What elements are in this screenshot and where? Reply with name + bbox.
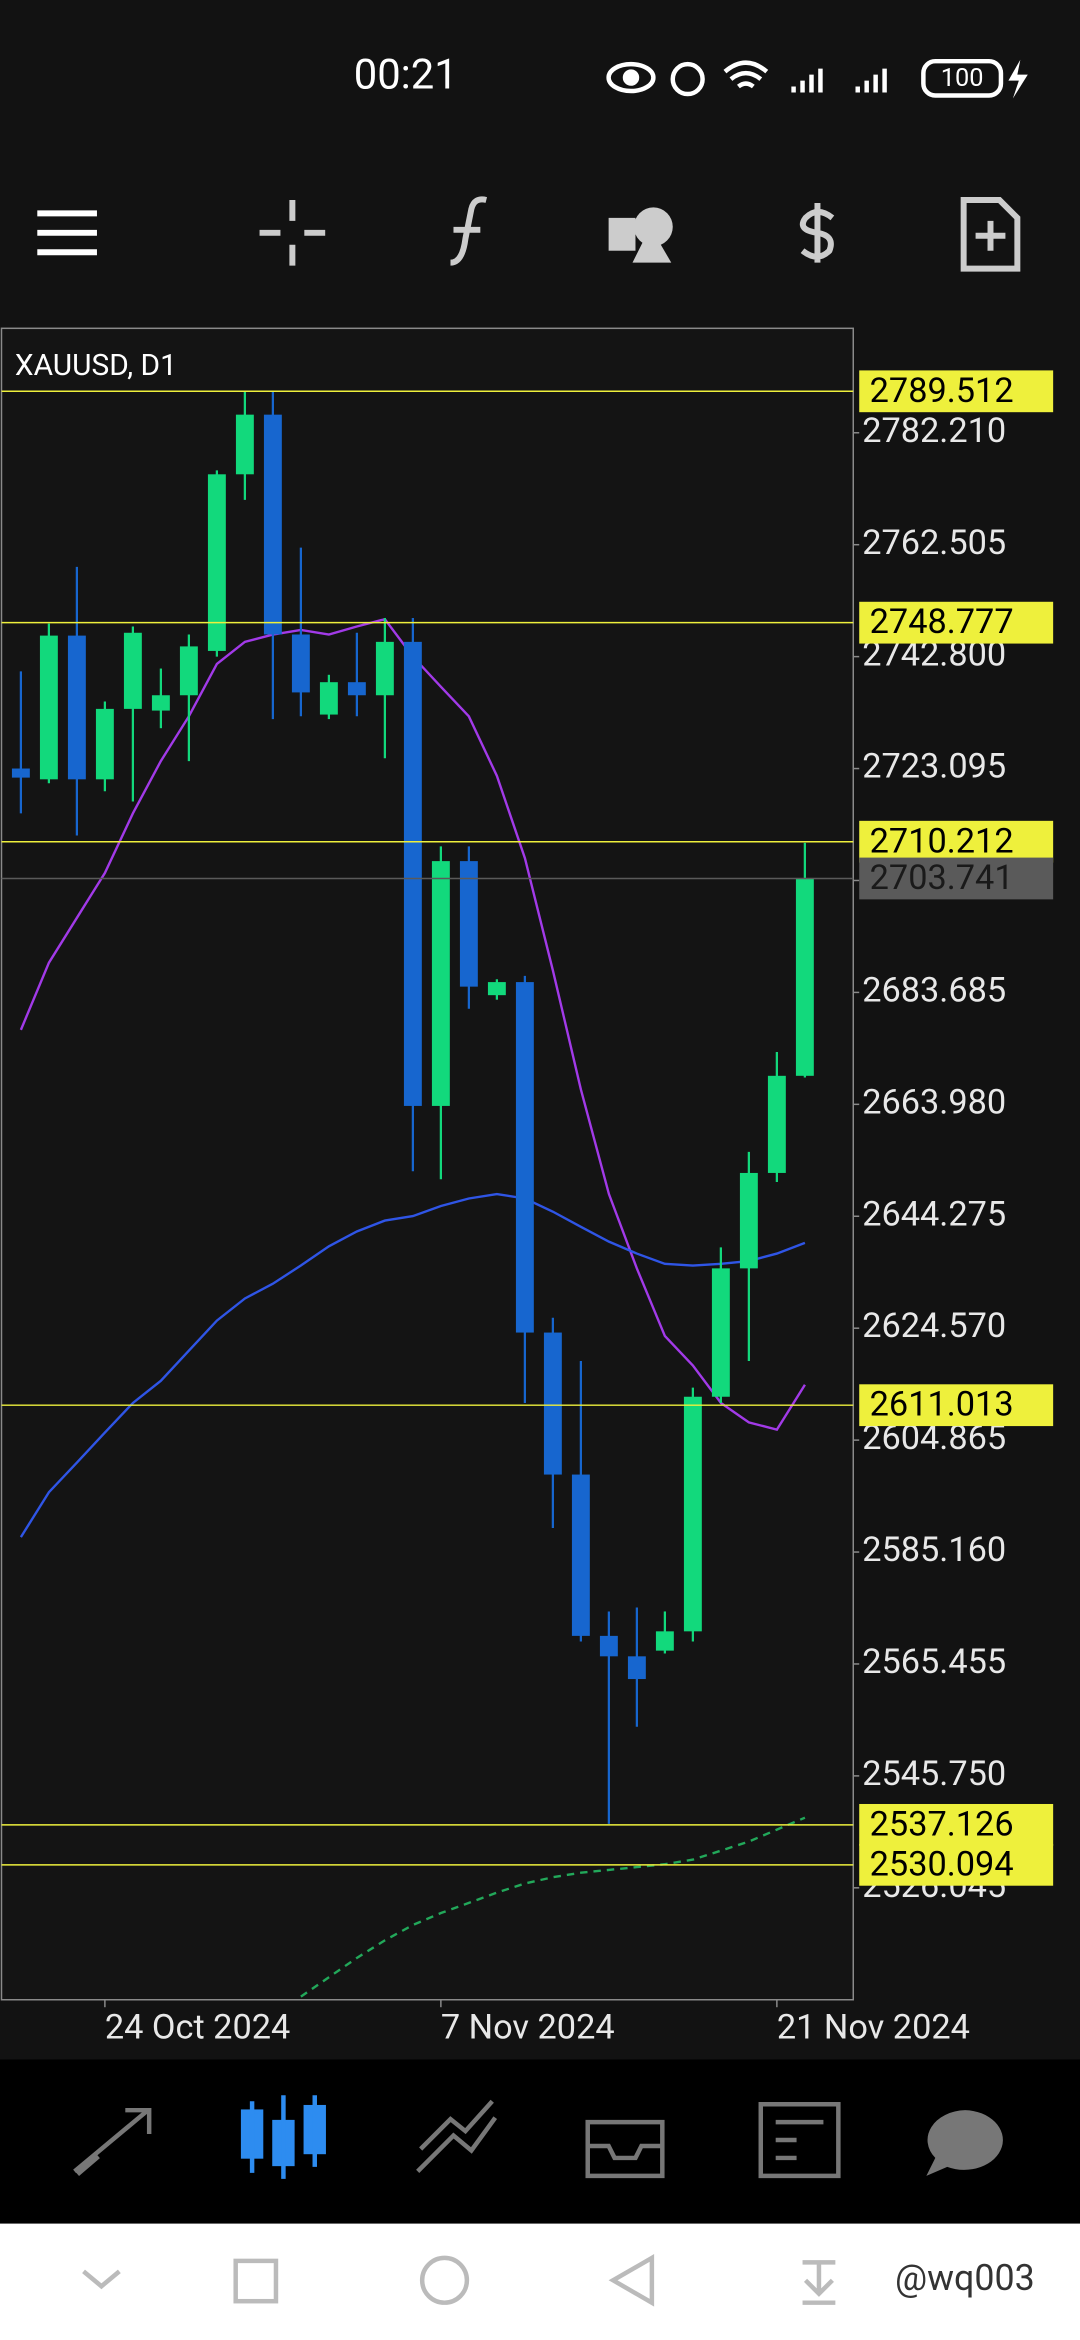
x-tick-label: 21 Nov 2024 bbox=[777, 2008, 970, 2048]
watermark: @wq003 bbox=[895, 2257, 1035, 2299]
level-label: 2611.013 bbox=[870, 1385, 1014, 1425]
moving-average bbox=[300, 1816, 806, 1998]
trade-button[interactable] bbox=[799, 202, 835, 263]
indicators-button[interactable] bbox=[450, 196, 488, 266]
y-tick-label: 2644.275 bbox=[862, 1194, 1006, 1234]
y-tick-label: 2663.980 bbox=[862, 1082, 1006, 1122]
candle-body bbox=[263, 414, 282, 635]
candle-body bbox=[179, 646, 198, 696]
bottom-nav bbox=[0, 2059, 1080, 2224]
candle-body bbox=[515, 982, 534, 1333]
candle-body bbox=[347, 682, 366, 696]
history-tab[interactable] bbox=[585, 2119, 665, 2179]
y-tick-label: 2762.505 bbox=[862, 523, 1006, 563]
x-tick-label: 24 Oct 2024 bbox=[105, 2008, 290, 2048]
status-icons bbox=[606, 58, 1004, 98]
current-price-label: 2703.741 bbox=[870, 858, 1014, 898]
candle-body bbox=[403, 641, 422, 1106]
y-tick-label: 2723.095 bbox=[862, 747, 1006, 787]
candle-body bbox=[627, 1656, 646, 1680]
candle-body bbox=[655, 1631, 674, 1651]
level-label: 2789.512 bbox=[870, 371, 1014, 411]
candle-body bbox=[767, 1075, 786, 1173]
menu-button[interactable] bbox=[37, 210, 97, 256]
candle-body bbox=[11, 768, 30, 778]
candle-body bbox=[543, 1332, 562, 1475]
level-label: 2530.094 bbox=[870, 1844, 1014, 1884]
level-label-box bbox=[859, 820, 1054, 863]
crosshair-button[interactable] bbox=[259, 199, 326, 266]
candle-body bbox=[431, 861, 450, 1106]
x-tick-label: 7 Nov 2024 bbox=[441, 2008, 615, 2048]
objects-button[interactable] bbox=[608, 207, 673, 263]
candle-body bbox=[291, 634, 310, 693]
chat-tab[interactable] bbox=[926, 2110, 1003, 2176]
system-nav bbox=[0, 2223, 1080, 2340]
candle-body bbox=[319, 682, 338, 715]
y-tick-label: 2683.685 bbox=[862, 970, 1006, 1010]
candle-body bbox=[487, 982, 506, 996]
level-label: 2710.212 bbox=[870, 821, 1014, 861]
candle-body bbox=[375, 641, 394, 696]
news-tab[interactable] bbox=[758, 2101, 841, 2179]
candle-body bbox=[151, 695, 170, 711]
candle-body bbox=[683, 1396, 702, 1632]
y-tick-label: 2624.570 bbox=[862, 1306, 1006, 1346]
candle-body bbox=[739, 1172, 758, 1269]
plot: 2782.2102762.5052742.8002723.0952703.390… bbox=[1, 370, 1054, 2048]
candle-body bbox=[459, 861, 478, 987]
candle-body bbox=[711, 1268, 730, 1397]
level-label: 2537.126 bbox=[870, 1804, 1014, 1844]
level-label-box bbox=[859, 1803, 1054, 1846]
charging-icon bbox=[1008, 59, 1028, 99]
candle-body bbox=[599, 1635, 618, 1657]
plot-clipped bbox=[11, 390, 814, 1998]
y-tick-label: 2565.455 bbox=[862, 1642, 1006, 1682]
quotes-tab[interactable] bbox=[73, 2107, 152, 2177]
level-label-box bbox=[859, 1384, 1054, 1427]
moving-average bbox=[19, 1192, 806, 1538]
candle-body bbox=[95, 708, 114, 780]
y-tick-label: 2545.750 bbox=[862, 1754, 1006, 1794]
trade-tab[interactable] bbox=[416, 2099, 498, 2173]
candle-body bbox=[207, 474, 226, 651]
candle-body bbox=[571, 1474, 590, 1636]
level-label-box bbox=[859, 1843, 1054, 1886]
candle-body bbox=[123, 632, 142, 709]
chart-tab[interactable] bbox=[240, 2095, 326, 2179]
new-order-button[interactable] bbox=[960, 196, 1021, 272]
y-tick-label: 2782.210 bbox=[862, 411, 1006, 451]
candle-body bbox=[235, 414, 254, 475]
chart-area bbox=[0, 327, 855, 2001]
bottom-nav-icons[interactable] bbox=[73, 2095, 1003, 2179]
battery-level: 100 bbox=[941, 63, 984, 93]
chart-title: XAUUSD, D1 bbox=[15, 348, 177, 383]
candle-body bbox=[67, 635, 86, 780]
toolbar[interactable] bbox=[37, 196, 1021, 272]
level-label-box bbox=[859, 370, 1054, 413]
system-buttons[interactable] bbox=[82, 2254, 836, 2307]
level-label: 2748.777 bbox=[870, 602, 1014, 642]
y-tick-label: 2585.160 bbox=[862, 1530, 1006, 1570]
level-label-box bbox=[859, 601, 1054, 644]
candle-body bbox=[39, 635, 58, 780]
current-price-box bbox=[859, 857, 1054, 900]
clock: 00:21 bbox=[354, 51, 458, 100]
candle-body bbox=[795, 878, 814, 1076]
